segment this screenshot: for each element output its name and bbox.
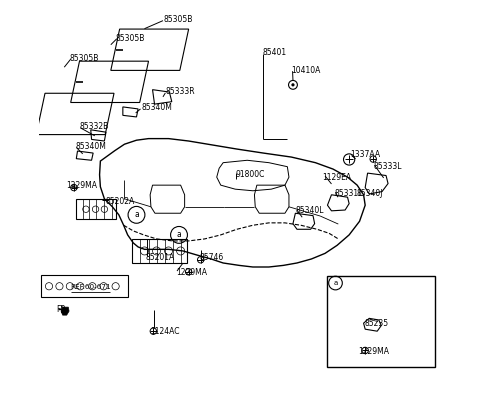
Text: 85333L: 85333L (373, 162, 402, 171)
Text: a: a (334, 280, 337, 286)
Text: 91800C: 91800C (235, 170, 264, 179)
Text: 85235: 85235 (364, 319, 388, 328)
Text: 85201A: 85201A (146, 253, 175, 262)
Text: FR.: FR. (56, 305, 68, 314)
Text: 85305B: 85305B (164, 15, 193, 24)
Text: 1229MA: 1229MA (67, 181, 97, 189)
Text: 10410A: 10410A (291, 66, 321, 75)
Text: 1124AC: 1124AC (150, 327, 179, 336)
Text: 85331L: 85331L (334, 189, 363, 198)
Text: 85340J: 85340J (356, 189, 383, 198)
Text: 85305B: 85305B (116, 34, 145, 43)
Text: 85340L: 85340L (295, 206, 324, 215)
Text: 85332B: 85332B (80, 122, 109, 131)
Text: 85746: 85746 (200, 253, 224, 262)
Text: 1229MA: 1229MA (359, 347, 389, 356)
Text: 85401: 85401 (262, 48, 286, 57)
Text: 1337AA: 1337AA (350, 150, 381, 159)
Text: 1129EA: 1129EA (322, 173, 351, 182)
Circle shape (291, 83, 295, 86)
Text: 85202A: 85202A (106, 197, 135, 206)
Text: 1229MA: 1229MA (176, 268, 207, 277)
Polygon shape (61, 307, 69, 315)
Text: 85333R: 85333R (166, 87, 195, 96)
Text: a: a (177, 230, 181, 240)
Text: REF.60-671: REF.60-671 (71, 284, 111, 290)
Text: a: a (134, 210, 139, 219)
Text: 85305B: 85305B (70, 54, 99, 63)
Text: 85340M: 85340M (75, 142, 107, 151)
Text: 85340M: 85340M (142, 103, 173, 112)
